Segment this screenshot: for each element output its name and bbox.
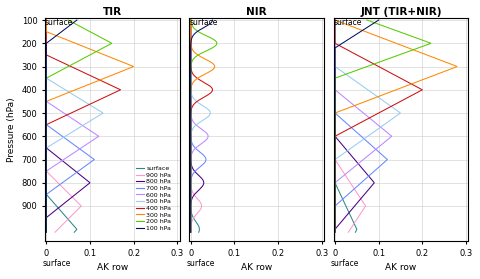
Text: surface: surface [187,259,215,268]
X-axis label: AK row: AK row [241,263,272,272]
Title: NIR: NIR [246,7,267,17]
X-axis label: AK row: AK row [385,263,417,272]
Text: surface: surface [189,18,218,27]
Y-axis label: Pressure (hPa): Pressure (hPa) [7,97,16,162]
X-axis label: AK row: AK row [96,263,128,272]
Title: JNT (TIR+NIR): JNT (TIR+NIR) [360,7,442,17]
Text: surface: surface [45,18,73,27]
Text: surface: surface [42,259,71,268]
Text: surface: surface [334,18,362,27]
Title: TIR: TIR [103,7,122,17]
Legend: surface, 900 hPa, 800 hPa, 700 hPa, 600 hPa, 500 hPa, 400 hPa, 300 hPa, 200 hPa,: surface, 900 hPa, 800 hPa, 700 hPa, 600 … [134,163,174,233]
Text: surface: surface [331,259,360,268]
